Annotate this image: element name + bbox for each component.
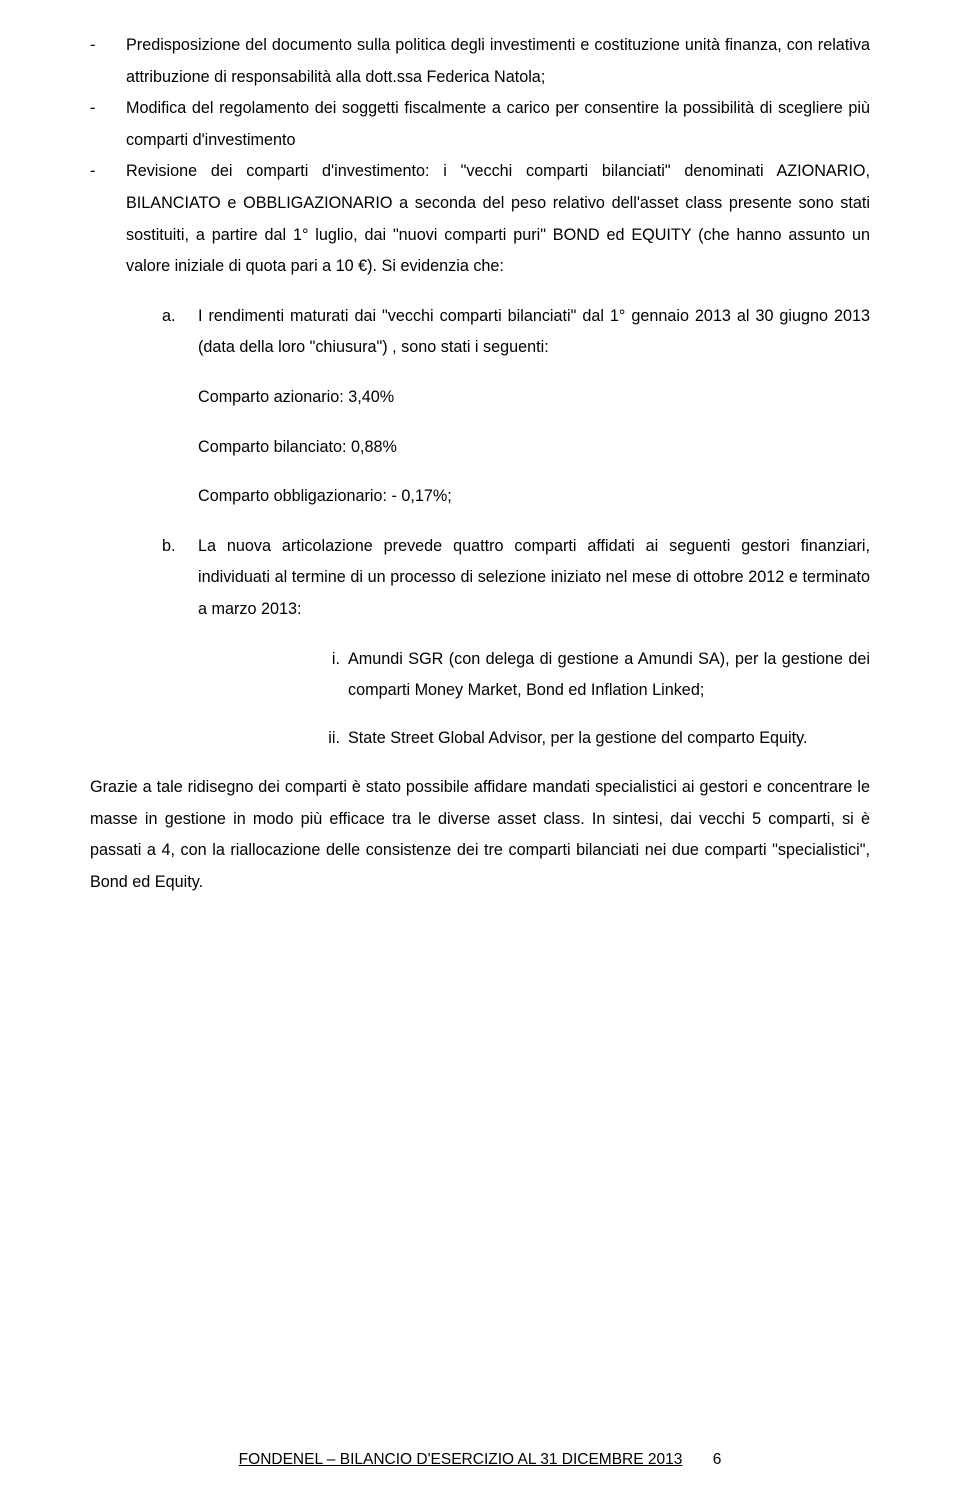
alpha-marker: b.: [162, 531, 176, 563]
roman-text: Amundi SGR (con delega di gestione a Amu…: [348, 650, 870, 700]
roman-item-i: i. Amundi SGR (con delega di gestione a …: [348, 644, 870, 707]
page-footer: FONDENEL – BILANCIO D'ESERCIZIO AL 31 DI…: [0, 1451, 960, 1469]
comparto-bilanciato: Comparto bilanciato: 0,88%: [198, 432, 870, 464]
bullet-text: Modifica del regolamento dei soggetti fi…: [126, 99, 870, 149]
roman-text: State Street Global Advisor, per la gest…: [348, 729, 808, 747]
roman-marker: i.: [318, 644, 340, 676]
alpha-marker: a.: [162, 301, 176, 333]
roman-marker: ii.: [318, 723, 340, 755]
dash-bullet-item: Modifica del regolamento dei soggetti fi…: [126, 93, 870, 156]
alpha-text: I rendimenti maturati dai "vecchi compar…: [198, 307, 870, 357]
comparto-azionario: Comparto azionario: 3,40%: [198, 382, 870, 414]
comparto-obbligazionario: Comparto obbligazionario: - 0,17%;: [198, 481, 870, 513]
alpha-item-b: b. La nuova articolazione prevede quattr…: [198, 531, 870, 755]
footer-page-number: 6: [713, 1451, 722, 1469]
dash-bullet-list: Predisposizione del documento sulla poli…: [90, 30, 870, 754]
dash-bullet-item: Revisione dei comparti d'investimento: i…: [126, 156, 870, 754]
alpha-item-a: a. I rendimenti maturati dai "vecchi com…: [198, 301, 870, 364]
alpha-list-b: b. La nuova articolazione prevede quattr…: [126, 531, 870, 755]
comparto-results: Comparto azionario: 3,40% Comparto bilan…: [126, 382, 870, 513]
body-content: Predisposizione del documento sulla poli…: [90, 30, 870, 899]
bullet-text: Predisposizione del documento sulla poli…: [126, 36, 870, 86]
footer-text: FONDENEL – BILANCIO D'ESERCIZIO AL 31 DI…: [239, 1451, 683, 1468]
roman-list: i. Amundi SGR (con delega di gestione a …: [198, 644, 870, 755]
closing-paragraph: Grazie a tale ridisegno dei comparti è s…: [90, 772, 870, 898]
bullet-text: Revisione dei comparti d'investimento: i…: [126, 162, 870, 275]
alpha-text: La nuova articolazione prevede quattro c…: [198, 537, 870, 618]
roman-item-ii: ii. State Street Global Advisor, per la …: [348, 723, 870, 755]
alpha-list: a. I rendimenti maturati dai "vecchi com…: [126, 301, 870, 364]
dash-bullet-item: Predisposizione del documento sulla poli…: [126, 30, 870, 93]
document-page: Predisposizione del documento sulla poli…: [0, 0, 960, 1493]
